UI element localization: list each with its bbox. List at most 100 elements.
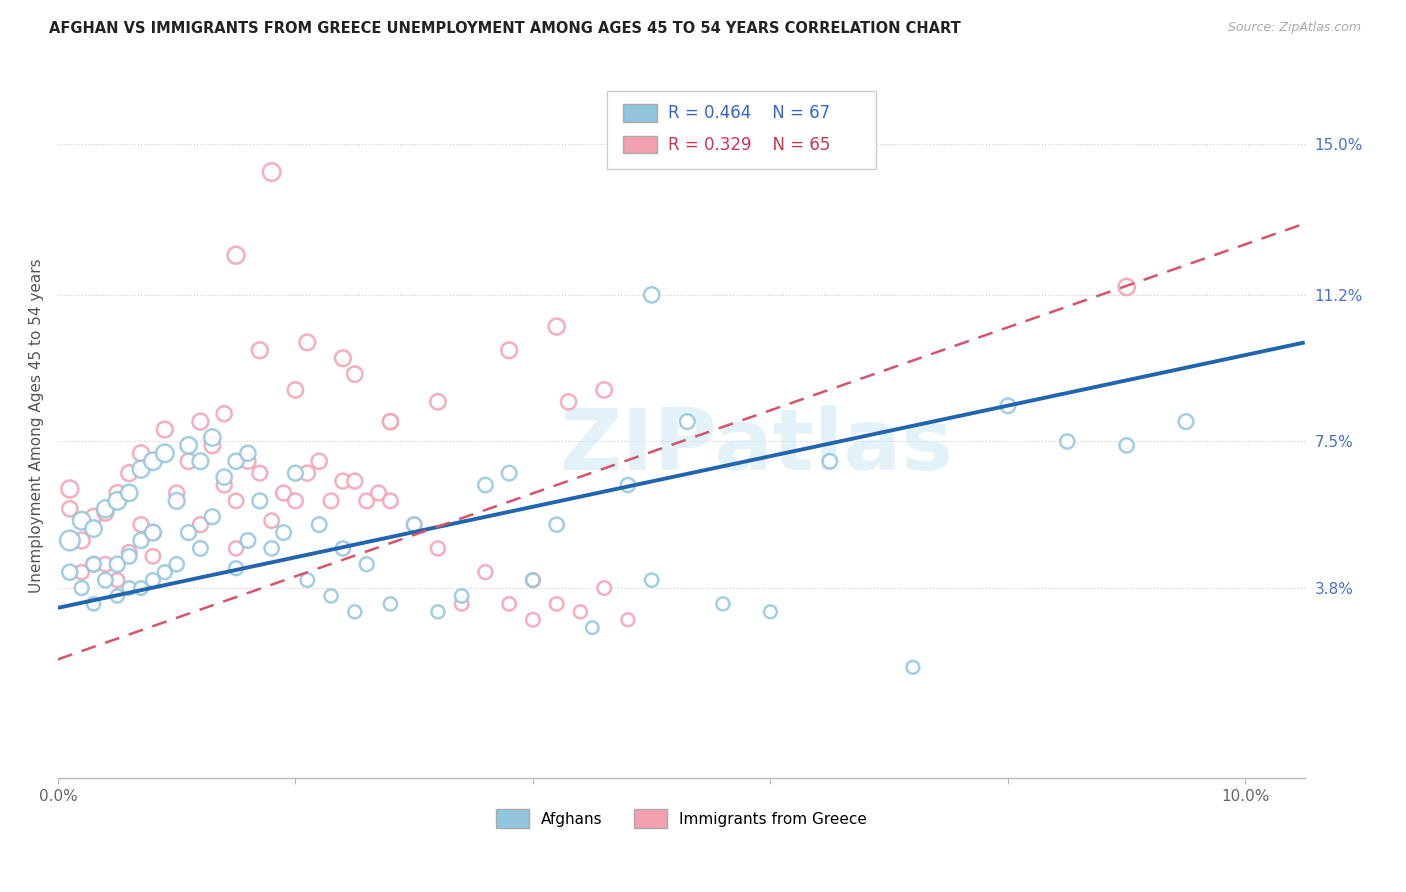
- Point: [118, 549, 141, 564]
- Point: [319, 494, 342, 508]
- Point: [249, 466, 271, 480]
- Point: [404, 517, 426, 532]
- Point: [380, 494, 402, 508]
- Point: [426, 541, 449, 556]
- Point: [474, 565, 496, 579]
- Point: [343, 474, 366, 488]
- Point: [118, 466, 141, 480]
- Point: [94, 558, 117, 572]
- Point: [1115, 280, 1137, 294]
- Point: [617, 613, 640, 627]
- Point: [260, 165, 283, 179]
- Point: [997, 399, 1019, 413]
- Point: [201, 430, 224, 444]
- Point: [94, 501, 117, 516]
- Legend: Afghans, Immigrants from Greece: Afghans, Immigrants from Greece: [489, 803, 873, 834]
- Point: [83, 558, 105, 572]
- Point: [367, 486, 389, 500]
- Point: [142, 549, 165, 564]
- Point: [332, 541, 354, 556]
- Point: [297, 466, 319, 480]
- Point: [498, 343, 520, 358]
- Text: R = 0.329    N = 65: R = 0.329 N = 65: [668, 136, 830, 153]
- Point: [546, 517, 568, 532]
- Point: [142, 525, 165, 540]
- Point: [343, 605, 366, 619]
- Point: [284, 466, 307, 480]
- Point: [273, 486, 295, 500]
- Text: ZIPatlas: ZIPatlas: [560, 405, 953, 488]
- Point: [59, 501, 82, 516]
- Point: [142, 525, 165, 540]
- Point: [450, 589, 472, 603]
- Point: [498, 597, 520, 611]
- Point: [59, 482, 82, 496]
- Point: [153, 446, 176, 460]
- Point: [129, 581, 152, 595]
- Point: [332, 474, 354, 488]
- Y-axis label: Unemployment Among Ages 45 to 54 years: Unemployment Among Ages 45 to 54 years: [30, 259, 44, 593]
- Point: [498, 466, 520, 480]
- Point: [190, 454, 212, 468]
- Point: [593, 581, 616, 595]
- Point: [83, 597, 105, 611]
- Point: [129, 517, 152, 532]
- Point: [617, 478, 640, 492]
- Point: [225, 454, 247, 468]
- Point: [225, 494, 247, 508]
- Point: [260, 541, 283, 556]
- Point: [356, 494, 378, 508]
- Point: [249, 494, 271, 508]
- Point: [343, 367, 366, 381]
- Text: Source: ZipAtlas.com: Source: ZipAtlas.com: [1227, 21, 1361, 34]
- Point: [94, 506, 117, 520]
- Point: [236, 446, 259, 460]
- Text: R = 0.464    N = 67: R = 0.464 N = 67: [668, 104, 830, 122]
- Point: [118, 581, 141, 595]
- Point: [105, 486, 128, 500]
- Point: [640, 573, 662, 587]
- Point: [818, 454, 841, 468]
- Point: [201, 438, 224, 452]
- Point: [83, 522, 105, 536]
- Point: [142, 454, 165, 468]
- Point: [380, 597, 402, 611]
- Point: [273, 525, 295, 540]
- Point: [426, 394, 449, 409]
- Point: [260, 514, 283, 528]
- Point: [404, 517, 426, 532]
- Point: [153, 423, 176, 437]
- Point: [212, 478, 235, 492]
- Point: [83, 509, 105, 524]
- Point: [522, 573, 544, 587]
- Point: [640, 288, 662, 302]
- Point: [308, 454, 330, 468]
- Point: [201, 509, 224, 524]
- Point: [759, 605, 782, 619]
- Point: [70, 581, 93, 595]
- Point: [380, 415, 402, 429]
- Point: [177, 454, 200, 468]
- Point: [308, 517, 330, 532]
- Text: AFGHAN VS IMMIGRANTS FROM GREECE UNEMPLOYMENT AMONG AGES 45 TO 54 YEARS CORRELAT: AFGHAN VS IMMIGRANTS FROM GREECE UNEMPLO…: [49, 21, 960, 36]
- Point: [1115, 438, 1137, 452]
- Point: [569, 605, 592, 619]
- Point: [129, 533, 152, 548]
- Point: [118, 486, 141, 500]
- Point: [153, 565, 176, 579]
- Point: [142, 573, 165, 587]
- Point: [70, 533, 93, 548]
- Point: [236, 533, 259, 548]
- Point: [356, 558, 378, 572]
- Point: [177, 525, 200, 540]
- Point: [1175, 415, 1198, 429]
- Point: [166, 494, 188, 508]
- Point: [166, 486, 188, 500]
- Point: [225, 248, 247, 262]
- Point: [297, 335, 319, 350]
- Point: [332, 351, 354, 366]
- Point: [70, 565, 93, 579]
- Point: [212, 407, 235, 421]
- Point: [177, 438, 200, 452]
- Point: [474, 478, 496, 492]
